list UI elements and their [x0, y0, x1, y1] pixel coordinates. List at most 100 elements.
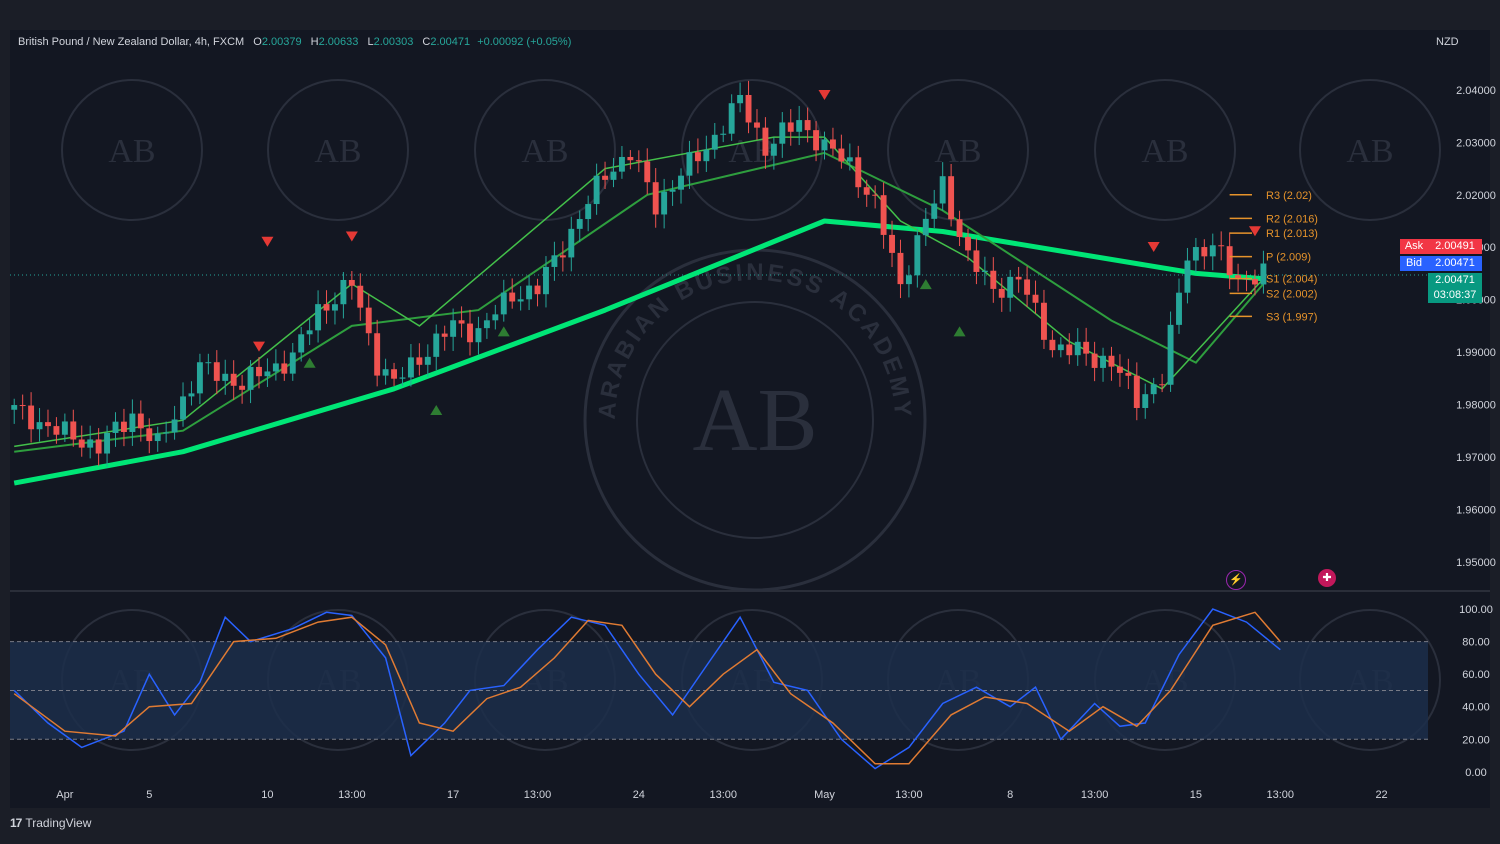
price-tick-label: 1.99000	[1456, 347, 1496, 359]
flag-icon[interactable]: ✚	[1318, 569, 1336, 587]
candle-body	[154, 433, 161, 442]
buy-signal-marker	[303, 357, 316, 368]
time-tick-label: 8	[1007, 789, 1013, 801]
candle-body	[424, 356, 431, 365]
candle-body	[585, 204, 592, 220]
candle-body	[61, 421, 68, 435]
candle-body	[1108, 355, 1115, 367]
price-tick-label: 2.03000	[1456, 137, 1496, 149]
close-value: 2.00471	[430, 36, 471, 48]
candle-body	[36, 422, 43, 430]
candle-body	[1150, 384, 1157, 395]
candle-body	[652, 182, 659, 215]
candle-body	[889, 234, 895, 253]
watermark-seal-icon	[61, 79, 203, 221]
candle-body	[407, 357, 414, 378]
candle-body	[196, 362, 203, 394]
high-value: 2.00633	[318, 36, 359, 48]
candle-body	[644, 161, 651, 183]
time-tick-label: 13:00	[524, 789, 552, 801]
candle-body	[163, 432, 170, 434]
candle-body	[635, 160, 642, 162]
candle-body	[1218, 245, 1225, 247]
stoch-k-line	[13, 608, 1281, 770]
candle-body	[922, 218, 929, 236]
candle-body	[678, 175, 684, 190]
candle-body	[804, 120, 811, 131]
ma-slow-line	[13, 218, 1264, 486]
candle-body	[256, 366, 262, 377]
candle-body	[779, 122, 786, 144]
pivot-label: R3 (2.02)	[1266, 190, 1312, 202]
candle-body	[1142, 394, 1149, 408]
pivot-label: P (2.009)	[1266, 252, 1311, 264]
candle-body	[146, 428, 153, 442]
candle-body	[1066, 344, 1073, 356]
candle-body	[492, 314, 499, 321]
candle-body	[441, 333, 448, 337]
candle-body	[762, 127, 769, 156]
ask-price: 2.00491	[1428, 239, 1482, 254]
candle-body	[939, 176, 946, 204]
candle-body	[610, 171, 617, 180]
candle-body	[754, 122, 760, 128]
candle-body	[998, 288, 1005, 298]
watermark-seal-icon	[636, 301, 874, 539]
candle-body	[694, 152, 701, 162]
candle-body	[855, 157, 862, 188]
price-tick-label: 1.97000	[1456, 452, 1496, 464]
time-tick-label: 13:00	[709, 789, 737, 801]
candle-body	[796, 120, 803, 132]
candle-body	[129, 413, 136, 432]
candle-body	[281, 363, 288, 374]
candle-body	[332, 304, 338, 311]
time-tick-label: 13:00	[1081, 789, 1109, 801]
candle-body	[686, 152, 693, 176]
open-label: O	[253, 36, 262, 48]
candle-body	[458, 320, 465, 324]
candle-body	[897, 252, 904, 285]
candle-body	[728, 103, 735, 134]
time-tick-label: 13:00	[338, 789, 366, 801]
candle-body	[711, 134, 718, 150]
candle-body	[1125, 372, 1132, 376]
pivot-label: S3 (1.997)	[1266, 311, 1317, 323]
time-tick-label: 13:00	[895, 789, 923, 801]
candle-body	[306, 330, 313, 335]
candle-body	[737, 94, 744, 104]
candle-body	[315, 304, 322, 331]
bid-price: 2.00471	[1428, 256, 1482, 271]
lightning-icon[interactable]: ⚡	[1226, 570, 1246, 590]
candle-body	[669, 189, 676, 192]
candle-body	[1041, 302, 1047, 340]
pivot-label: R1 (2.013)	[1266, 228, 1318, 240]
candle-body	[509, 292, 516, 302]
candle-body	[559, 255, 566, 258]
currency-label: NZD	[1436, 36, 1459, 48]
candle-body	[467, 323, 473, 343]
time-tick-label: Apr	[56, 789, 73, 801]
candle-body	[1032, 294, 1039, 303]
tradingview-brand[interactable]: 17 TradingView	[10, 816, 91, 830]
candle-body	[289, 352, 296, 374]
candle-body	[247, 366, 254, 390]
ma-mid-line	[14, 151, 1265, 453]
time-tick-label: 15	[1190, 789, 1202, 801]
candle-body	[1252, 278, 1258, 285]
bar-countdown: 03:08:37	[1428, 288, 1482, 303]
time-tick-label: 17	[447, 789, 459, 801]
candle-body	[112, 421, 119, 433]
symbol-legend: British Pound / New Zealand Dollar, 4h, …	[18, 36, 571, 48]
candle-body	[965, 237, 971, 251]
candle-body	[1235, 275, 1242, 279]
osc-tick-label: 40.00	[1462, 702, 1490, 714]
candle-body	[576, 219, 583, 229]
candle-body	[1007, 276, 1014, 298]
buy-signal-marker	[953, 326, 966, 337]
candle-body	[357, 285, 364, 308]
candle-body	[188, 393, 195, 397]
time-tick-label: May	[814, 789, 835, 801]
candle-body	[1100, 355, 1106, 368]
ask-label: Ask	[1400, 239, 1428, 254]
